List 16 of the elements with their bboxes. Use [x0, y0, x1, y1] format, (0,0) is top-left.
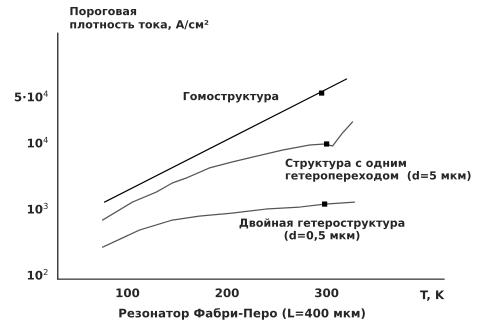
- x-tick-label: 300: [315, 288, 338, 298]
- y-tick-label: 5·10$^{4}$: [14, 90, 48, 102]
- series-label: Двойная гетероструктура (d=0,5 мкм): [240, 218, 404, 241]
- x-axis-title: T, K: [420, 290, 444, 301]
- y-tick-label: 10$^{2}$: [28, 268, 48, 280]
- y-axis-title: Пороговая плотность тока, А/см²: [70, 6, 208, 30]
- y-tick-label: 10$^{3}$: [28, 202, 48, 214]
- point: [319, 90, 324, 96]
- y-tick-label: 10$^{4}$: [28, 136, 48, 148]
- point: [322, 201, 328, 207]
- series-label: Структура с одним гетеропереходом (d=5 мкм): [286, 158, 471, 182]
- x-tick-label: 200: [216, 288, 239, 298]
- x-tick-label: 100: [116, 288, 140, 298]
- series-label: Гомоструктура: [184, 92, 278, 102]
- point: [324, 141, 330, 147]
- text: Резонатор Фабри-Перо (L=400 мкм): [119, 308, 365, 320]
